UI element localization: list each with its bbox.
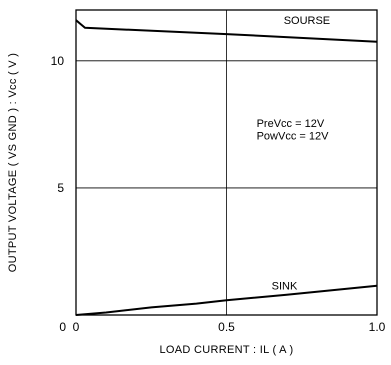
y-axis-label: OUTPUT VOLTAGE ( VS GND ) : Vcc ( V )	[7, 53, 19, 273]
y-tick-label-0: 10	[51, 54, 65, 68]
y-tick-label-1: 5	[57, 181, 64, 195]
plot-frame	[75, 9, 378, 316]
tick-labels: 0 0.5 1.0 10 5 0	[51, 54, 386, 334]
series-layer	[75, 19, 378, 316]
y-tick-label-2: 0	[59, 320, 66, 334]
condition-prevcc: PreVcc = 12V	[257, 118, 325, 130]
series-label-sink: SINK	[272, 281, 298, 293]
x-tick-label-1: 0.5	[218, 320, 235, 334]
x-tick-label-2: 1.0	[369, 320, 386, 334]
x-tick-label-0: 0	[73, 320, 80, 334]
grid-lines	[76, 10, 377, 315]
x-axis-label: LOAD CURRENT : IL ( A )	[159, 344, 293, 356]
condition-powvcc: PowVcc = 12V	[257, 131, 330, 143]
series-label-sourse: SOURSE	[284, 15, 330, 27]
series-line-0	[75, 19, 378, 43]
series-line-1	[75, 284, 378, 316]
